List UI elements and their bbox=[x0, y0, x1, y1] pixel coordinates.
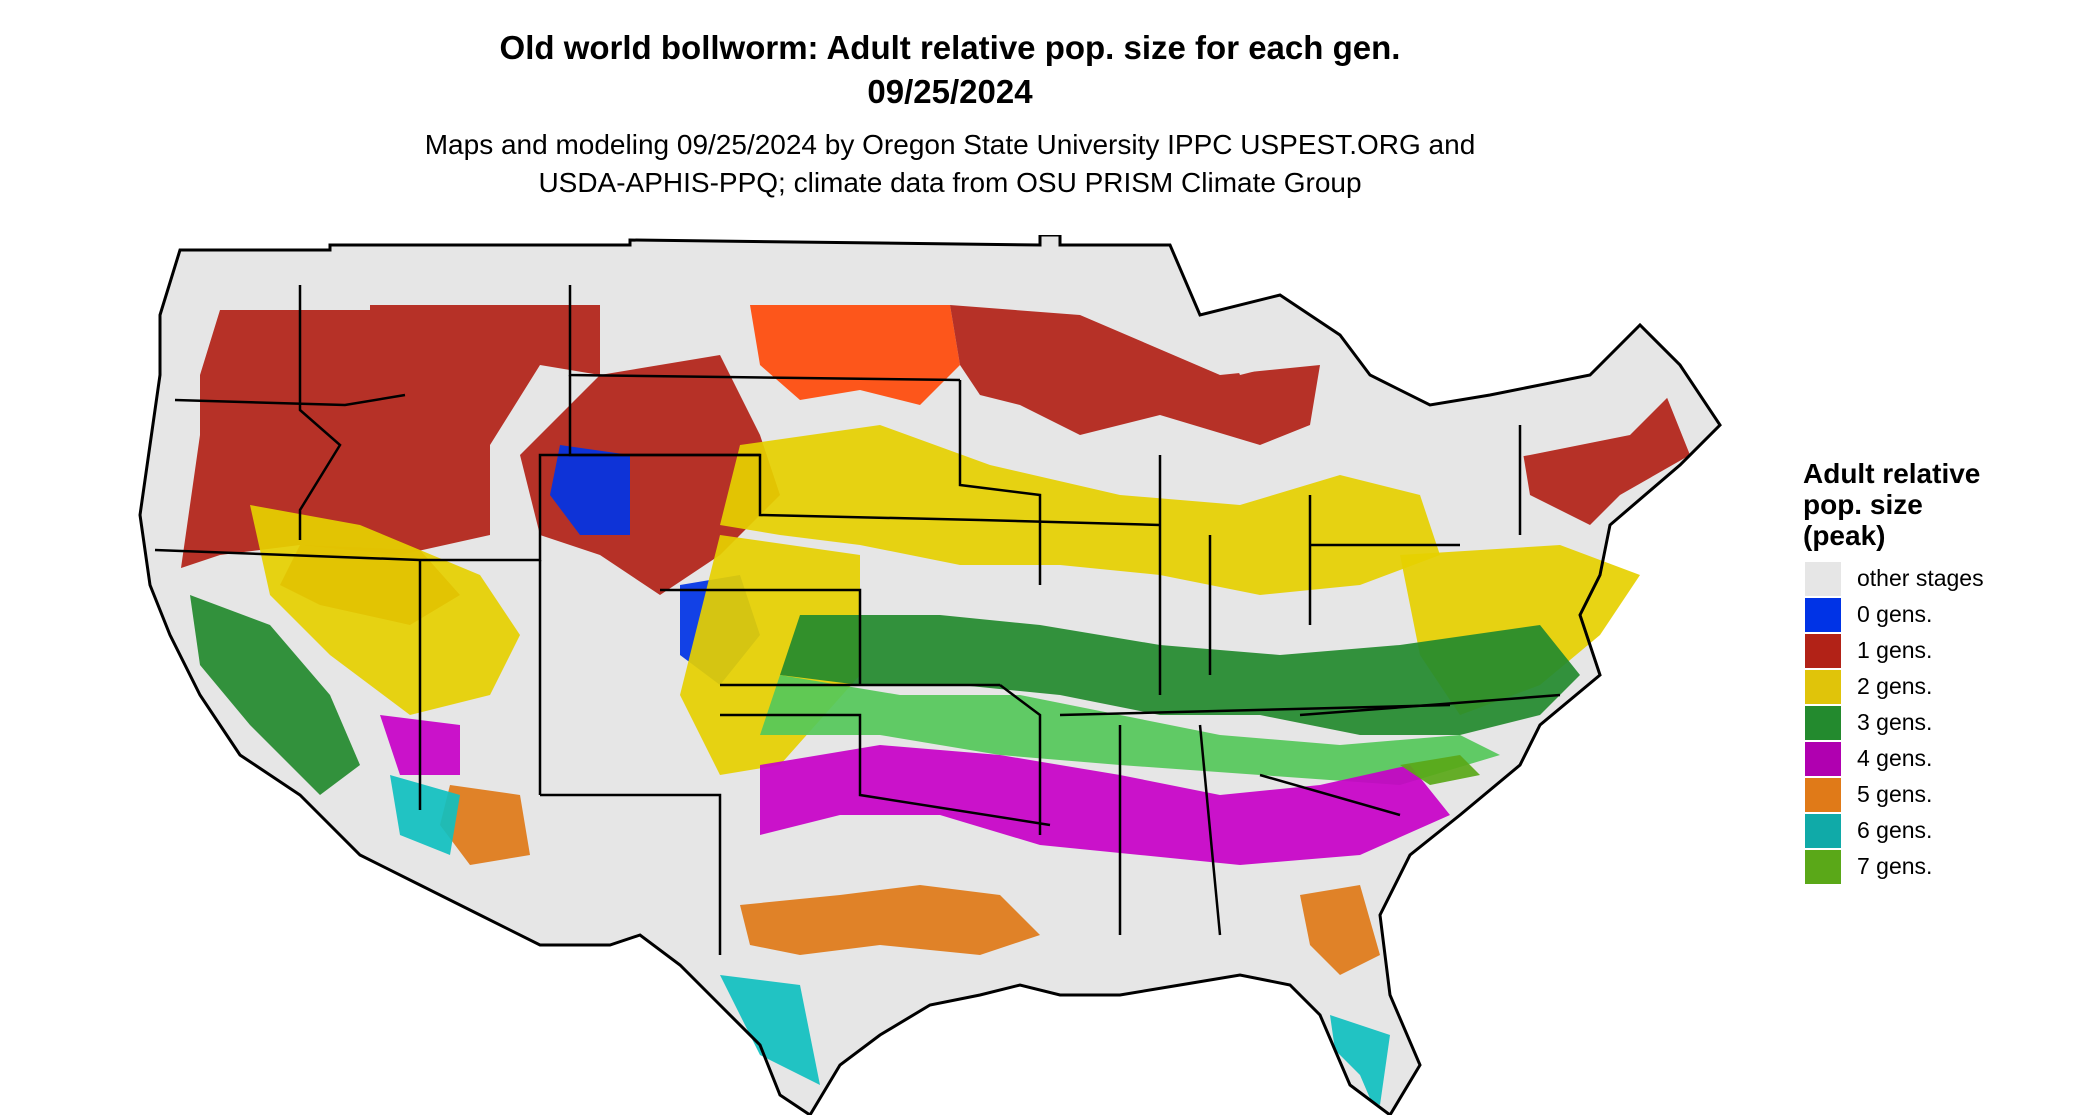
legend-label: 2 gens. bbox=[1857, 673, 1933, 699]
legend-swatch bbox=[1805, 778, 1841, 812]
border-va-nc bbox=[1299, 693, 1561, 717]
zone-gen5-florida bbox=[1300, 885, 1380, 975]
us-generation-map bbox=[138, 235, 1722, 1115]
legend-swatch bbox=[1805, 814, 1841, 848]
zone-gen6-texas-tip bbox=[720, 975, 820, 1085]
zone-gen3-california bbox=[190, 595, 360, 795]
map-title-line2: 09/25/2024 bbox=[867, 73, 1033, 110]
legend-swatch bbox=[1805, 706, 1841, 740]
legend-title-line3: (peak) bbox=[1803, 520, 1886, 551]
border-ne-ia bbox=[568, 375, 981, 522]
border-nm-tx bbox=[540, 793, 722, 955]
border-al-ga bbox=[1198, 724, 1222, 936]
legend-title: Adult relative pop. size (peak) bbox=[1803, 458, 1980, 551]
border-sc-ga bbox=[1259, 773, 1401, 817]
legend-label: 3 gens. bbox=[1857, 709, 1933, 735]
legend-swatch bbox=[1805, 670, 1841, 704]
state-borders bbox=[154, 285, 1561, 955]
zone-gen3-central bbox=[780, 615, 1580, 735]
legend-label: 7 gens. bbox=[1857, 853, 1933, 879]
zone-gen2-plains bbox=[720, 425, 1440, 595]
zone-gen1-lakes bbox=[950, 305, 1320, 445]
zone-gen5-arizona bbox=[440, 785, 530, 865]
subtitle-line2: USDA-APHIS-PPQ; climate data from OSU PR… bbox=[538, 167, 1362, 198]
legend-label: 5 gens. bbox=[1857, 781, 1933, 807]
subtitle-line1: Maps and modeling 09/25/2024 by Oregon S… bbox=[424, 129, 1476, 160]
border-co-ks bbox=[660, 588, 862, 685]
map-title-line1: Old world bollworm: Adult relative pop. … bbox=[499, 29, 1401, 66]
border-tn-ky bbox=[1059, 703, 1451, 717]
border-ok-tx bbox=[720, 713, 1051, 827]
legend-label: 6 gens. bbox=[1857, 817, 1933, 843]
zone-gen3-light-band bbox=[760, 675, 1500, 785]
zone-gen0-mountains bbox=[550, 445, 630, 535]
generation-zones bbox=[180, 295, 1690, 1105]
legend-label: 4 gens. bbox=[1857, 745, 1933, 771]
border-mn-wi bbox=[958, 380, 1042, 585]
legend-label: 1 gens. bbox=[1857, 637, 1933, 663]
legend-title-line2: pop. size bbox=[1803, 489, 1923, 520]
border-ar-la bbox=[999, 684, 1042, 835]
legend-swatch bbox=[1805, 850, 1841, 884]
zone-gen5-gulf bbox=[740, 885, 1040, 955]
zone-gen6-arizona bbox=[390, 775, 460, 855]
legend-label: other stages bbox=[1857, 565, 1984, 591]
zone-gen4-south bbox=[760, 745, 1450, 865]
border-n-s-wa-or bbox=[174, 393, 406, 407]
legend-label: 0 gens. bbox=[1857, 601, 1933, 627]
legend-swatch bbox=[1805, 742, 1841, 776]
border-ia-mo bbox=[979, 518, 1161, 527]
zone-gen7-coast bbox=[1400, 755, 1480, 785]
zone-gen1-west bbox=[180, 295, 600, 575]
border-id-mt bbox=[298, 285, 342, 540]
border-or-ca bbox=[154, 548, 421, 562]
legend-swatch bbox=[1805, 562, 1841, 596]
legend-swatch bbox=[1805, 598, 1841, 632]
legend-swatch bbox=[1805, 634, 1841, 668]
legend-title-line1: Adult relative bbox=[1803, 458, 1981, 489]
zone-gen2-west-basin bbox=[250, 505, 520, 715]
us-outline bbox=[138, 235, 1722, 1115]
